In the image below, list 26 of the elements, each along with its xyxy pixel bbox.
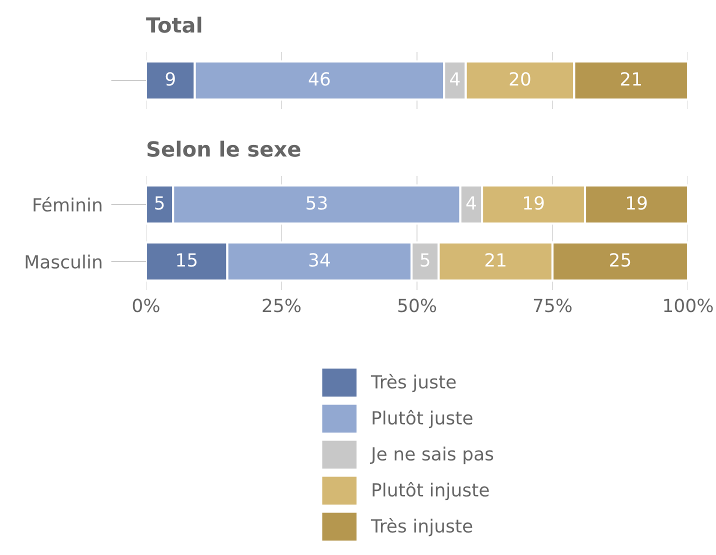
legend-label: Très injuste: [370, 518, 472, 536]
data-label: 19: [627, 196, 647, 210]
data-label: 19: [524, 196, 544, 210]
data-label: 34: [309, 253, 330, 267]
legend-label: Plutôt injuste: [372, 482, 489, 500]
chart-title: Total: [146, 16, 202, 33]
x-tick-label: 25%: [262, 298, 301, 312]
legend-label: Plutôt juste: [372, 410, 472, 428]
data-label: 53: [306, 196, 327, 210]
chart-title: Selon le sexe: [147, 140, 300, 157]
y-tick-label: Masculin: [26, 254, 102, 269]
x-tick-label: 100%: [664, 298, 713, 312]
data-label: 21: [620, 72, 641, 86]
data-label: 20: [510, 72, 530, 86]
data-label: 21: [485, 253, 506, 266]
data-label: 5: [155, 196, 164, 210]
x-tick-label: 0%: [132, 298, 160, 312]
data-label: 15: [177, 253, 197, 267]
x-tick-label: 50%: [398, 298, 436, 312]
data-label: 25: [610, 253, 630, 267]
legend-label: Très juste: [370, 374, 456, 392]
data-label: 9: [166, 72, 175, 86]
x-tick-label: 75%: [534, 298, 572, 312]
legend-label: Je ne sais pas: [370, 446, 494, 464]
y-tick-label: Féminin: [34, 196, 102, 212]
data-label: 46: [308, 72, 330, 86]
